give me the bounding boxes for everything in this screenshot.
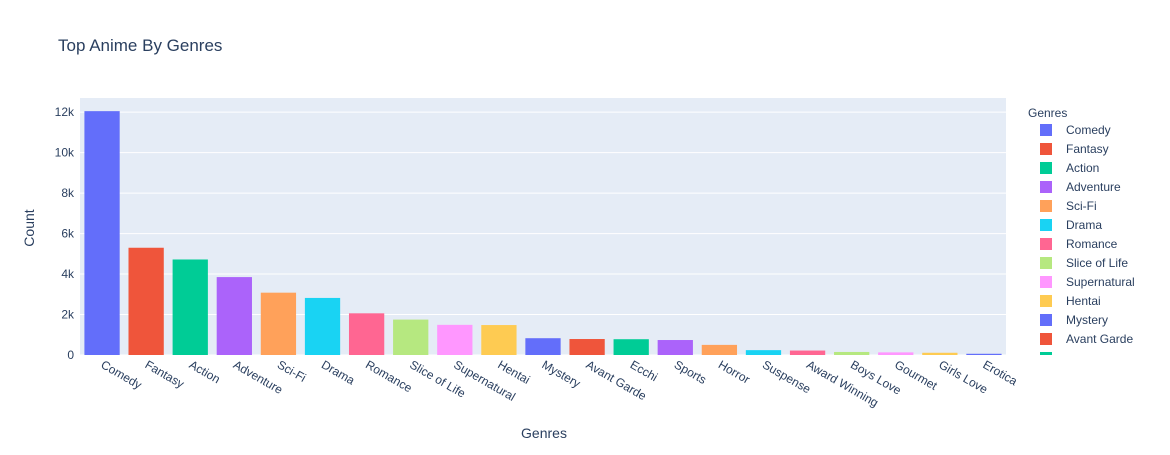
- x-tick-label: Sports: [672, 357, 709, 386]
- legend-item-label: Sci-Fi: [1066, 199, 1097, 213]
- legend-swatch: [1040, 352, 1052, 355]
- bar-sports: [657, 340, 693, 355]
- bar-gourmet: [878, 352, 914, 355]
- x-tick-label: Mystery: [540, 357, 583, 390]
- bar-slice-of-life: [393, 319, 429, 355]
- legend: Comedy Fantasy Action Adventure Sci-Fi Drama R…: [1040, 123, 1135, 355]
- legend-item-label: Mystery: [1066, 313, 1108, 327]
- legend-swatch: [1040, 333, 1052, 345]
- bar-girls-love: [922, 352, 958, 355]
- legend-swatch: [1040, 238, 1052, 250]
- x-tick-label: Action: [187, 357, 223, 386]
- bar-avant-garde: [569, 339, 605, 355]
- legend-item-label: Adventure: [1066, 180, 1121, 194]
- legend-swatch: [1040, 257, 1052, 269]
- x-tick-label: Drama: [319, 357, 357, 387]
- bar-drama: [304, 297, 341, 355]
- y-tick-label: 12k: [55, 105, 75, 119]
- legend-item-label: Comedy: [1066, 123, 1111, 137]
- bar-hentai: [481, 325, 517, 355]
- y-tick-label: 0: [67, 348, 74, 362]
- x-axis-title: Genres: [521, 425, 567, 441]
- legend-item-label: Supernatural: [1066, 275, 1135, 289]
- bar-action: [172, 259, 208, 355]
- bar-ecchi: [613, 339, 649, 355]
- x-tick-label: Girls Love: [936, 357, 990, 396]
- x-tick-label: Adventure: [231, 357, 286, 397]
- bar-horror: [701, 344, 738, 355]
- bar-suspense: [745, 350, 782, 355]
- legend-swatch: [1040, 143, 1052, 155]
- legend-swatch: [1040, 162, 1052, 174]
- bars-group: [84, 111, 1002, 356]
- bar-adventure: [216, 277, 252, 355]
- legend-swatch: [1040, 314, 1052, 326]
- legend-title: Genres: [1028, 106, 1067, 120]
- legend-item-label: Romance: [1066, 237, 1118, 251]
- x-tick-label: Ecchi: [628, 357, 660, 384]
- y-tick-label: 6k: [61, 227, 75, 241]
- bar-fantasy: [128, 247, 164, 355]
- x-tick-label: Comedy: [99, 357, 145, 391]
- legend-swatch: [1040, 124, 1052, 136]
- legend-item-label: Fantasy: [1066, 142, 1109, 156]
- y-tick-label: 4k: [61, 267, 75, 281]
- x-tick-label: Romance: [363, 357, 415, 395]
- legend-swatch: [1040, 276, 1052, 288]
- x-tick-label: Horror: [716, 357, 752, 386]
- legend-swatch: [1040, 181, 1052, 193]
- x-tick-label: Suspense: [760, 357, 814, 396]
- bar-erotica: [966, 353, 1002, 355]
- legend-swatch: [1040, 219, 1052, 231]
- bar-mystery: [525, 338, 561, 355]
- y-tick-label: 10k: [55, 146, 75, 160]
- y-tick-label: 2k: [61, 308, 75, 322]
- legend-swatch: [1040, 295, 1052, 307]
- y-tick-label: 8k: [61, 186, 75, 200]
- bar-comedy: [84, 111, 120, 356]
- bar-sci-fi: [260, 292, 297, 355]
- chart-title: Top Anime By Genres: [58, 36, 222, 55]
- legend-item-label: Action: [1066, 161, 1099, 175]
- legend-swatch: [1040, 200, 1052, 212]
- bar-boys-love: [834, 351, 870, 355]
- bar-award-winning: [789, 350, 826, 355]
- legend-item-label: Slice of Life: [1066, 256, 1128, 270]
- x-tick-label: Fantasy: [143, 357, 187, 390]
- legend-item-label: Drama: [1066, 218, 1102, 232]
- legend-item-label: Hentai: [1066, 294, 1101, 308]
- legend-item-label: Avant Garde: [1066, 332, 1133, 346]
- bar-supernatural: [437, 324, 473, 355]
- bar-romance: [348, 313, 385, 355]
- y-axis-title: Count: [21, 209, 37, 246]
